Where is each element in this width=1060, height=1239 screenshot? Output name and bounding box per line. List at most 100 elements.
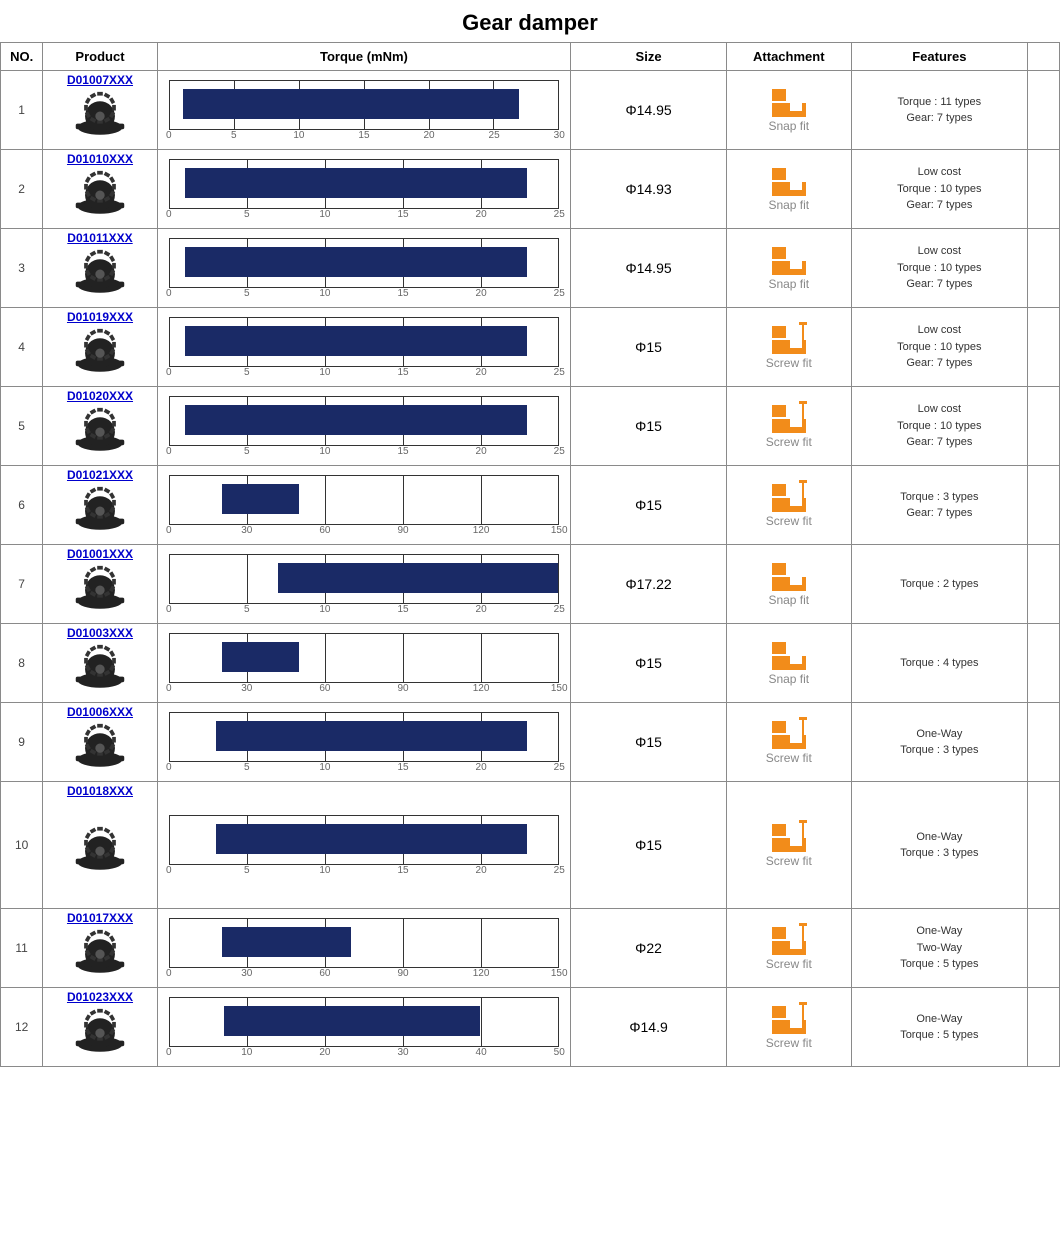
attachment-label: Snap fit <box>728 198 850 212</box>
torque-cell: 0510152025 <box>157 150 570 229</box>
product-image <box>43 640 156 702</box>
row-number: 5 <box>1 387 43 466</box>
col-product: Product <box>43 43 157 71</box>
product-code[interactable]: D01001XXX <box>43 545 156 561</box>
product-code[interactable]: D01020XXX <box>43 387 156 403</box>
row-number: 4 <box>1 308 43 387</box>
features-cell: One-WayTorque : 3 types <box>851 782 1027 909</box>
attachment-icon <box>772 484 806 512</box>
gear-icon <box>72 90 128 146</box>
size-cell: Φ15 <box>571 782 727 909</box>
col-no: NO. <box>1 43 43 71</box>
features-cell: Torque : 11 typesGear: 7 types <box>851 71 1027 150</box>
attachment-cell: Snap fit <box>728 85 850 135</box>
torque-axis-labels: 0510152025 <box>169 446 559 460</box>
size-cell: Φ15 <box>571 703 727 782</box>
torque-axis-labels: 0510152025 <box>169 604 559 618</box>
attach-cell: Snap fit <box>726 150 851 229</box>
product-image <box>43 719 156 781</box>
product-code[interactable]: D01011XXX <box>43 229 156 245</box>
row-number: 3 <box>1 229 43 308</box>
table-row: 2 D01010XXX 0510152025 Φ14.93 Snap fit <box>1 150 1060 229</box>
torque-chart: 01020304050 <box>159 991 569 1063</box>
attach-cell: Snap fit <box>726 624 851 703</box>
attachment-label: Screw fit <box>728 356 850 370</box>
size-cell: Φ14.95 <box>571 229 727 308</box>
row-number: 9 <box>1 703 43 782</box>
attachment-icon <box>772 642 806 670</box>
torque-chart: 0510152025 <box>159 232 569 304</box>
torque-axis-labels: 01020304050 <box>169 1047 559 1061</box>
product-cell: D01010XXX <box>43 150 157 229</box>
product-code[interactable]: D01003XXX <box>43 624 156 640</box>
size-cell: Φ15 <box>571 308 727 387</box>
features-cell: Low costTorque : 10 typesGear: 7 types <box>851 387 1027 466</box>
torque-chart: 0510152025 <box>159 548 569 620</box>
product-cell: D01017XXX <box>43 909 157 988</box>
product-image <box>43 245 156 307</box>
product-code[interactable]: D01010XXX <box>43 150 156 166</box>
torque-cell: 0510152025 <box>157 308 570 387</box>
torque-axis-labels: 0510152025 <box>169 367 559 381</box>
attachment-cell: Screw fit <box>728 923 850 973</box>
empty-cell <box>1028 703 1060 782</box>
features-cell: Torque : 2 types <box>851 545 1027 624</box>
features-cell: One-WayTorque : 3 types <box>851 703 1027 782</box>
product-image <box>43 482 156 544</box>
product-cell: D01020XXX <box>43 387 157 466</box>
features-cell: Torque : 3 typesGear: 7 types <box>851 466 1027 545</box>
torque-bar <box>185 405 527 435</box>
torque-bar <box>216 824 527 854</box>
product-code[interactable]: D01007XXX <box>43 71 156 87</box>
gear-icon <box>72 327 128 383</box>
torque-bar <box>185 168 527 198</box>
gear-icon <box>72 169 128 225</box>
attach-cell: Snap fit <box>726 71 851 150</box>
product-code[interactable]: D01017XXX <box>43 909 156 925</box>
attach-cell: Screw fit <box>726 703 851 782</box>
size-cell: Φ15 <box>571 466 727 545</box>
row-number: 1 <box>1 71 43 150</box>
gear-icon <box>72 1007 128 1063</box>
torque-axis-labels: 0510152025 <box>169 288 559 302</box>
product-cell: D01001XXX <box>43 545 157 624</box>
attachment-icon <box>772 89 806 117</box>
gear-icon <box>72 722 128 778</box>
features-cell: Low costTorque : 10 typesGear: 7 types <box>851 150 1027 229</box>
gear-icon <box>72 485 128 541</box>
row-number: 2 <box>1 150 43 229</box>
product-cell: D01006XXX <box>43 703 157 782</box>
row-number: 8 <box>1 624 43 703</box>
product-code[interactable]: D01018XXX <box>43 782 156 798</box>
torque-bar <box>222 927 351 957</box>
attachment-icon <box>772 168 806 196</box>
product-cell: D01007XXX <box>43 71 157 150</box>
product-cell: D01011XXX <box>43 229 157 308</box>
table-row: 3 D01011XXX 0510152025 Φ14.95 Snap fit <box>1 229 1060 308</box>
product-code[interactable]: D01006XXX <box>43 703 156 719</box>
torque-bar <box>185 247 527 277</box>
product-code[interactable]: D01019XXX <box>43 308 156 324</box>
empty-cell <box>1028 624 1060 703</box>
product-code[interactable]: D01023XXX <box>43 988 156 1004</box>
features-cell: One-WayTorque : 5 types <box>851 988 1027 1067</box>
torque-axis-labels: 0510152025 <box>169 209 559 223</box>
table-row: 10 D01018XXX 0510152025 Φ15 Screw fit <box>1 782 1060 909</box>
attachment-icon <box>772 824 806 852</box>
attach-cell: Snap fit <box>726 545 851 624</box>
empty-cell <box>1028 229 1060 308</box>
torque-cell: 0510152025 <box>157 387 570 466</box>
attachment-cell: Snap fit <box>728 243 850 293</box>
torque-axis-labels: 0306090120150 <box>169 968 559 982</box>
attachment-label: Snap fit <box>728 119 850 133</box>
attach-cell: Screw fit <box>726 466 851 545</box>
size-cell: Φ22 <box>571 909 727 988</box>
torque-axis-labels: 0306090120150 <box>169 683 559 697</box>
attachment-icon <box>772 927 806 955</box>
torque-bar <box>278 563 558 593</box>
product-code[interactable]: D01021XXX <box>43 466 156 482</box>
attach-cell: Screw fit <box>726 387 851 466</box>
table-header-row: NO. Product Torque (mNm) Size Attachment… <box>1 43 1060 71</box>
gear-icon <box>72 248 128 304</box>
table-row: 9 D01006XXX 0510152025 Φ15 Screw fit <box>1 703 1060 782</box>
